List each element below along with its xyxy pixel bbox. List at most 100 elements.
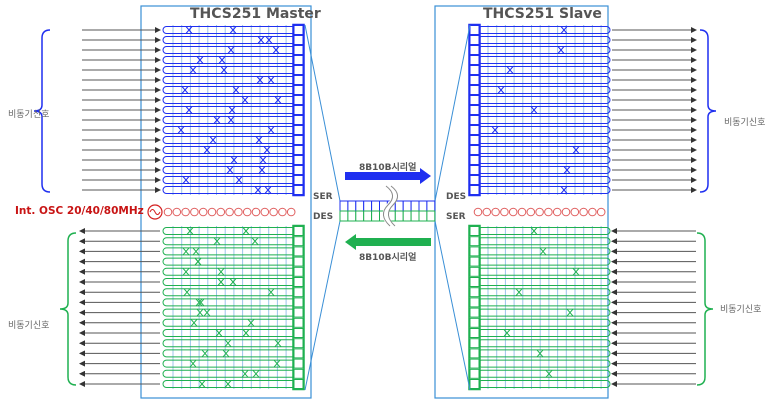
master-rx-transition-mark: [196, 308, 204, 317]
slave-tx-register-cell: [469, 277, 480, 287]
serial-bit-tx: [355, 200, 365, 212]
slave-rx-transition-mark: [560, 26, 568, 34]
master-rx-transition-mark: [273, 359, 281, 368]
clock-cycle: [579, 207, 588, 217]
sine-wave-icon: [149, 209, 161, 215]
slave-rx-transition-mark: [497, 86, 505, 94]
master-tx-transition-mark: [257, 36, 265, 44]
clock-cycle: [190, 207, 199, 217]
slave-tx-register-cell: [469, 236, 480, 247]
master-rx-transition-mark: [190, 318, 198, 327]
master-rx-signal-track: [162, 318, 297, 327]
slave-rx-register-cell: [469, 145, 480, 155]
serial-bit-tx: [394, 200, 404, 212]
slave-rx-register-cell: [469, 75, 480, 85]
clock-cycle: [544, 207, 553, 217]
master-rx-transition-mark: [182, 247, 190, 256]
master-rx-register-cell: [293, 348, 304, 359]
serial-bit-tx: [402, 200, 412, 212]
master-rx-register-cell: [293, 368, 304, 379]
master-tx-register-cell: [293, 45, 304, 55]
clock-cycle: [207, 207, 217, 217]
master-rx-transition-mark: [241, 369, 249, 378]
slave-tx-register-cell: [469, 226, 480, 236]
reverse-link-label: 8B10B시리얼: [359, 253, 417, 263]
clock-cycle: [500, 207, 509, 217]
master-rx-transition-mark: [242, 329, 250, 337]
master-rx-transition-mark: [194, 257, 202, 266]
slave-rx-transition-mark: [530, 106, 538, 114]
slave-rx-transition-mark: [560, 186, 568, 194]
serial-bit-tx: [426, 200, 436, 212]
forward-link-arrow: [345, 168, 431, 184]
master-rx-signal-track: [162, 359, 297, 368]
master-rx-transition-mark: [274, 339, 282, 348]
serial-bit-tx: [347, 200, 357, 212]
master-tx-transition-mark: [265, 36, 273, 44]
master-tx-transition-mark: [274, 96, 282, 104]
slave-tx-signal-track: [477, 267, 611, 276]
slave-rx-register-cell: [469, 95, 480, 105]
slave-rx-transition-mark: [572, 146, 580, 154]
slave-tx-signal-track: [477, 349, 611, 358]
master-rx-transition-mark: [198, 380, 206, 388]
master-rx-register: [292, 224, 305, 391]
slave-tx-signal-track: [477, 380, 611, 388]
serial-bit-rx: [426, 210, 436, 222]
clock-cycle: [225, 207, 234, 217]
slave-rx-register-cell: [469, 155, 480, 165]
slave-rx-signal-track: [477, 166, 611, 174]
clock-cycle: [286, 207, 296, 217]
master-tx-transition-mark: [227, 46, 235, 54]
master-rx-transition-mark: [242, 227, 250, 235]
master-tx-register-cell: [293, 145, 304, 155]
slave-tx-signal-track: [477, 298, 611, 307]
master-rx-signal-track: [162, 237, 297, 246]
oscillator-label: Int. OSC 20/40/80MHz: [15, 205, 144, 217]
slave-tx-transition-mark: [572, 267, 580, 276]
master-tx-transition-mark: [256, 76, 264, 84]
master-input-brace: [33, 29, 51, 193]
break-line: [388, 185, 398, 227]
slave-tx-signal-track: [477, 359, 611, 368]
serial-bit-rx: [355, 210, 365, 222]
master-rx-register-cell: [293, 246, 304, 257]
master-rx-transition-mark: [215, 329, 223, 337]
slave-tx-transition-mark: [566, 308, 574, 317]
clock-cycle: [552, 207, 562, 217]
master-tx-transition-mark: [196, 56, 204, 64]
master-tx-transition-mark: [263, 146, 271, 154]
serial-bit-rx: [347, 210, 357, 222]
master-rx-transition-mark: [217, 278, 225, 286]
slave-async-out-label: 비동기신호: [724, 118, 766, 128]
slave-tx-transition-mark: [536, 349, 544, 358]
slave-tx-signal-track: [477, 318, 611, 327]
slave-tx-register-cell: [469, 379, 480, 389]
slave-tx-signal-track: [477, 247, 611, 256]
slave-rx-signal-track: [477, 186, 611, 194]
master-tx-transition-mark: [255, 136, 263, 144]
slave-rx-signal-track: [477, 126, 611, 134]
master-rx-register-cell: [293, 287, 304, 298]
master-rx-transition-mark: [195, 298, 203, 307]
slave-rx-register-cell: [469, 135, 480, 145]
master-tx-transition-mark: [258, 166, 266, 174]
slave-rx-register-cell: [469, 165, 480, 175]
serializer-funnel-line: [434, 220, 471, 391]
break-mark: [382, 183, 398, 229]
serial-bit-rx: [418, 210, 428, 222]
slave-tx-register-cell: [469, 266, 480, 277]
master-tx-transition-mark: [213, 116, 221, 124]
master-tx-signal-track: [162, 186, 297, 194]
master-tx-transition-mark: [189, 66, 197, 74]
master-rx-signal-track: [162, 349, 297, 358]
master-rx-transition-mark: [224, 380, 232, 388]
master-tx-register-cell: [293, 85, 304, 95]
clock-cycle: [198, 207, 208, 217]
slave-tx-signal-track: [477, 288, 611, 297]
master-rx-transition-mark: [189, 359, 197, 368]
master-tx-transition-mark: [272, 46, 280, 54]
clock-cycle: [491, 207, 500, 217]
slave-output-brace: [699, 29, 717, 193]
slave-tx-register: [468, 224, 481, 391]
